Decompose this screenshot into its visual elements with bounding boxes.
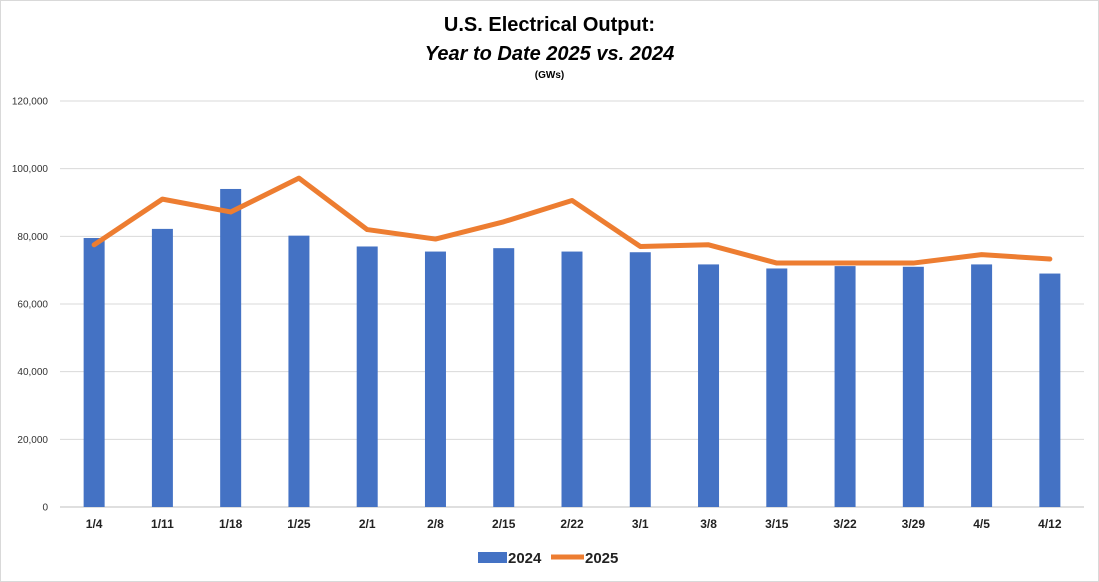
x-tick-label: 3/22 bbox=[833, 517, 857, 531]
bar-2024 bbox=[151, 228, 173, 507]
bar-2024 bbox=[834, 266, 856, 507]
bar-2024 bbox=[902, 266, 924, 507]
x-axis-ticks: 1/4 1/11 1/18 1/25 2/1 2/8 2/15 2/22 3/1 3/8 3/15 3… bbox=[86, 517, 1062, 531]
x-tick-label: 1/18 bbox=[219, 517, 243, 531]
x-tick-label: 3/1 bbox=[632, 517, 649, 531]
bar-2024 bbox=[83, 238, 105, 507]
bar-2024 bbox=[493, 248, 515, 508]
x-tick-label: 4/5 bbox=[973, 517, 990, 531]
x-tick-label: 1/25 bbox=[287, 517, 311, 531]
bar-2024 bbox=[356, 246, 378, 507]
bar-2024 bbox=[561, 251, 583, 507]
bar-2024 bbox=[288, 235, 310, 507]
y-axis-ticks: 0 20,000 40,000 60,000 80,000 100,000 120,000 bbox=[12, 97, 49, 514]
x-tick-label: 3/8 bbox=[700, 517, 717, 531]
bar-2024 bbox=[766, 268, 788, 507]
legend-swatch-2024 bbox=[478, 552, 507, 563]
x-tick-label: 1/11 bbox=[151, 517, 174, 531]
chart-subtitle: Year to Date 2025 vs. 2024 bbox=[424, 43, 675, 65]
chart-title: U.S. Electrical Output: bbox=[443, 14, 656, 36]
bar-2024 bbox=[424, 251, 446, 507]
x-tick-label: 2/15 bbox=[492, 517, 516, 531]
series-2025-line-group bbox=[91, 175, 1053, 266]
y-tick-label: 100,000 bbox=[12, 164, 49, 175]
bar-2024 bbox=[220, 188, 242, 507]
y-tick-label: 60,000 bbox=[17, 300, 48, 311]
y-tick-label: 0 bbox=[42, 503, 48, 514]
y-tick-label: 40,000 bbox=[17, 367, 48, 378]
y-tick-label: 120,000 bbox=[12, 97, 49, 108]
series-2024-bars bbox=[83, 188, 1061, 508]
x-tick-label: 4/12 bbox=[1038, 517, 1062, 531]
legend-label-2024: 2024 bbox=[508, 550, 542, 567]
x-tick-label: 2/8 bbox=[427, 517, 444, 531]
y-tick-label: 20,000 bbox=[17, 435, 48, 446]
bar-2024 bbox=[629, 252, 651, 507]
x-tick-label: 3/29 bbox=[902, 517, 926, 531]
chart-unit: (GWs) bbox=[534, 70, 565, 81]
x-tick-label: 3/15 bbox=[765, 517, 789, 531]
bar-2024 bbox=[698, 264, 720, 507]
legend: 2024 2025 bbox=[478, 550, 618, 567]
legend-label-2025: 2025 bbox=[585, 550, 618, 567]
x-tick-label: 1/4 bbox=[86, 517, 103, 531]
y-tick-label: 80,000 bbox=[17, 232, 48, 243]
bar-2024 bbox=[1039, 273, 1061, 507]
x-tick-label: 2/22 bbox=[560, 517, 584, 531]
bar-2024 bbox=[971, 264, 993, 507]
x-tick-label: 2/1 bbox=[359, 517, 376, 531]
